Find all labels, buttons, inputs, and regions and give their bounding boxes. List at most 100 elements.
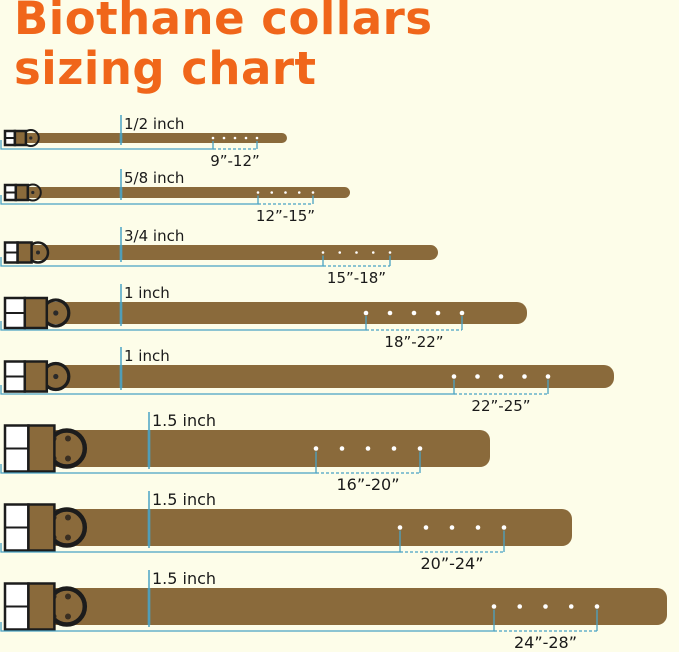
length-bracket [0, 609, 495, 632]
collar-strap [26, 365, 614, 388]
collar-width-label: 5/8 inch [124, 169, 184, 187]
width-marker-band [119, 133, 123, 143]
rivet [36, 250, 40, 255]
collar-strap [30, 430, 490, 467]
size-range-label: 9”-12” [210, 152, 260, 170]
collar-width-label: 1.5 inch [152, 411, 216, 430]
rivet [53, 310, 59, 316]
strap-hole [517, 604, 523, 609]
rivet [65, 435, 71, 442]
rivet [31, 190, 35, 195]
strap-hole [338, 251, 342, 254]
strap-hole [387, 310, 393, 316]
rivet [29, 136, 33, 140]
buckle-loop [23, 296, 49, 330]
size-range-label: 12”-15” [256, 207, 315, 225]
buckle-loop [14, 183, 30, 202]
strap-hole [297, 191, 301, 194]
strap-hole [475, 374, 480, 379]
strap-hole [391, 446, 397, 451]
strap-hole [451, 374, 457, 379]
strap-hole [545, 374, 551, 379]
buckle-loop [16, 241, 33, 264]
strap-hole [459, 310, 465, 316]
size-range-label: 18”-22” [384, 333, 443, 351]
strap-hole [449, 525, 455, 530]
buckle-loop [27, 424, 56, 473]
length-bracket [0, 451, 317, 474]
length-bracket [0, 530, 401, 553]
size-range-label: 22”-25” [471, 397, 530, 415]
width-marker-band [147, 509, 151, 546]
collar-width-label: 1 inch [124, 347, 170, 365]
rivet [65, 593, 71, 600]
collar-row: 1/2 inch 9”-12” [0, 115, 287, 170]
title-line-2: sizing chart [14, 42, 317, 95]
strap-hole [501, 525, 507, 530]
width-marker-band [119, 302, 123, 324]
strap-hole [311, 191, 315, 194]
collar-width-label: 1/2 inch [124, 115, 184, 133]
collar-strap [26, 302, 527, 324]
page-title: Biothane collars sizing chart [14, 0, 433, 94]
width-marker-band [119, 365, 123, 388]
collar-row: 1.5 inch 24”-28” [0, 569, 667, 652]
strap-hole [244, 136, 248, 140]
strap-hole [475, 525, 481, 530]
length-bracket [0, 255, 324, 267]
length-bracket [0, 379, 455, 395]
strap-hole [255, 136, 259, 140]
strap-hole [365, 446, 371, 451]
collar-row: 1 inch 18”-22” [0, 284, 527, 351]
collar-row: 3/4 inch 15”-18” [0, 227, 438, 287]
strap-hole [371, 251, 375, 254]
collar-width-label: 1.5 inch [152, 490, 216, 509]
strap-hole [423, 525, 429, 530]
strap-hole [491, 604, 497, 609]
strap-hole [417, 446, 423, 451]
collar-width-label: 1.5 inch [152, 569, 216, 588]
strap-hole [543, 604, 548, 609]
collar-row: 1.5 inch 20”-24” [0, 490, 572, 573]
strap-hole [594, 604, 600, 609]
width-marker-band [147, 430, 151, 467]
strap-hole [313, 446, 319, 451]
strap-hole [256, 191, 260, 194]
buckle-loop [27, 503, 56, 552]
collar-strap [30, 509, 572, 546]
rivet [65, 455, 71, 462]
width-marker-band [119, 245, 123, 260]
length-bracket [0, 195, 259, 205]
buckle-loop [13, 129, 28, 147]
collar-row: 1.5 inch 16”-20” [0, 411, 490, 494]
strap-hole [270, 191, 274, 194]
length-bracket [0, 140, 214, 150]
rivet [65, 514, 71, 521]
strap-hole [397, 525, 403, 530]
size-range-label: 20”-24” [420, 554, 483, 573]
title-line-1: Biothane collars [14, 0, 433, 45]
collar-width-label: 3/4 inch [124, 227, 184, 245]
collar-width-label: 1 inch [124, 284, 170, 302]
rivet [65, 613, 71, 620]
strap-hole [363, 310, 369, 316]
strap-hole [388, 251, 392, 254]
width-marker-band [119, 187, 123, 198]
collar-row: 1 inch 22”-25” [0, 347, 614, 415]
strap-hole [211, 136, 215, 140]
size-range-label: 16”-20” [336, 475, 399, 494]
collar-strap [30, 588, 667, 625]
size-range-label: 15”-18” [327, 269, 386, 287]
strap-hole [284, 191, 287, 194]
strap-hole [411, 310, 417, 316]
strap-hole [435, 310, 441, 316]
collar-strap [15, 133, 287, 143]
collar-strap [18, 245, 438, 260]
collar-strap [16, 187, 350, 198]
buckle-loop [27, 582, 56, 631]
rivet [65, 534, 71, 541]
strap-hole [498, 374, 504, 379]
buckle-loop [23, 360, 49, 393]
size-range-label: 24”-28” [514, 633, 577, 652]
